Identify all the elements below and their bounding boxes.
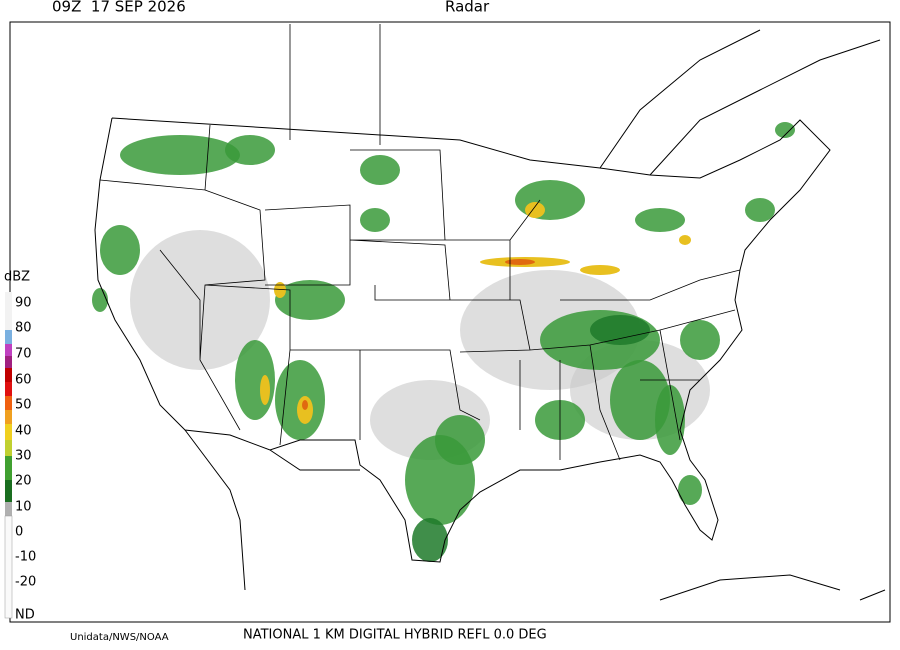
legend-label: 70 (15, 347, 32, 362)
map-lines (94, 24, 886, 601)
legend-label: 30 (15, 449, 32, 464)
header-time: 09Z 17 SEP 2026 (52, 0, 186, 16)
legend-label: 50 (15, 398, 32, 413)
legend-label: -10 (15, 550, 36, 565)
legend-label: 20 (15, 474, 32, 489)
legend-labels: 90 80 70 60 50 40 30 20 10 0 -10 -20 ND (15, 296, 36, 623)
legend-label: -20 (15, 575, 36, 590)
legend-label: 40 (15, 424, 32, 439)
legend-label: 90 (15, 296, 32, 311)
legend-label: 60 (15, 373, 32, 388)
footer-description: NATIONAL 1 KM DIGITAL HYBRID REFL 0.0 DE… (243, 628, 547, 643)
radar-echoes (92, 122, 795, 562)
header-product: Radar (445, 0, 490, 16)
legend-label: 80 (15, 321, 32, 336)
legend-label: 0 (15, 525, 23, 540)
legend-label: 10 (15, 500, 32, 515)
legend-label: ND (15, 608, 35, 623)
legend-unit: dBZ (4, 270, 30, 285)
color-scale (4, 292, 13, 619)
footer-credit: Unidata/NWS/NOAA (70, 632, 169, 643)
